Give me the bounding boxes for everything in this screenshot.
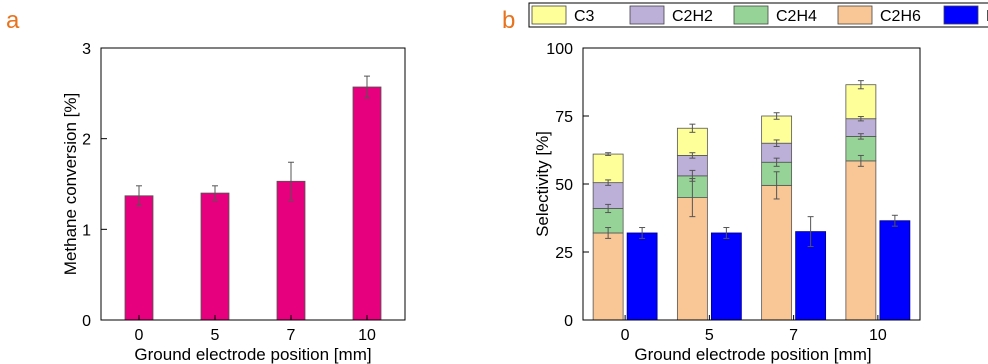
panel-a-y-tick-label: 3 (82, 41, 91, 58)
panel-a-x-tick-label: 7 (287, 327, 296, 344)
panel-a-y-axis-label: Methane conversion [%] (61, 93, 80, 275)
bar-H2-5 (710, 232, 742, 321)
conversion-bar-7 (276, 180, 306, 321)
legend-swatch-H2 (943, 5, 979, 25)
panel-a-x-tick-label: 10 (358, 327, 376, 344)
legend-swatch-C2H4 (733, 5, 769, 25)
legend-frame (528, 2, 988, 28)
segment-C2H6-5 (676, 197, 708, 321)
segment-C2H6-0 (592, 232, 624, 321)
panel-a-y-tick-label: 2 (82, 132, 91, 149)
legend-label-C2H6: C2H6 (880, 8, 921, 25)
panel-b-bars (592, 80, 911, 321)
panel-a-bars (124, 75, 382, 321)
panel-b-y-tick-label: 25 (555, 245, 573, 262)
segment-C2H6-10 (845, 160, 877, 321)
bar-H2-0 (626, 232, 658, 321)
conversion-bar-10 (352, 86, 382, 321)
panel-a-x-tick-label: 0 (135, 327, 144, 344)
panel-a-y-tick-label: 1 (82, 222, 91, 239)
panel-b-y-axis-label: Selectivity [%] (533, 131, 552, 237)
panel-b-x-tick-label: 7 (789, 327, 798, 344)
segment-C3-0 (592, 153, 624, 184)
panel-a-x-tick-label: 5 (211, 327, 220, 344)
panel-a: a 0 1 2 3 0 5 7 10 Ground electrode position [m… (6, 7, 406, 364)
panel-b-x-tick-label: 0 (621, 327, 630, 344)
legend-label-C2H2: C2H2 (672, 8, 713, 25)
legend-swatch-C3 (531, 5, 567, 25)
panel-b-y-tick-label: 100 (546, 41, 573, 58)
panel-b-x-axis-label: Ground electrode position [mm] (634, 345, 871, 364)
legend-label-C3: C3 (574, 8, 595, 25)
legend-swatch-C2H6 (837, 5, 873, 25)
bar-H2-10 (879, 220, 911, 321)
panel-b-y-tick-label: 0 (564, 313, 573, 330)
panel-b-y-tick-label: 50 (555, 177, 573, 194)
panel-b-x-tick-label: 10 (869, 327, 887, 344)
panel-a-axes: 0 1 2 3 0 5 7 10 (82, 41, 406, 344)
panel-b-y-tick-label: 75 (555, 109, 573, 126)
panel-b-legend: C3 C2H2 C2H4 C2H6 H2 (528, 2, 988, 28)
panel-b-x-tick-label: 5 (705, 327, 714, 344)
panel-label-b: b (502, 7, 515, 34)
segment-C3-7 (761, 115, 793, 144)
legend-label-H2: H2 (986, 8, 988, 25)
conversion-bar-5 (200, 192, 230, 321)
panel-a-x-axis-label: Ground electrode position [mm] (134, 345, 371, 364)
segment-C2H6-7 (761, 184, 793, 321)
segment-C3-10 (845, 84, 877, 120)
legend-label-C2H4: C2H4 (776, 8, 817, 25)
panel-b: b C3 C2H2 C2H4 C2H6 H2 0 25 50 75 100 0 5 7 10 Groun… (502, 2, 988, 364)
legend-swatch-C2H2 (629, 5, 665, 25)
panel-a-y-tick-label: 0 (82, 313, 91, 330)
panel-a-plot-frame (100, 47, 406, 321)
conversion-bar-0 (124, 195, 154, 321)
panel-label-a: a (6, 7, 20, 34)
panel-b-axes: 0 25 50 75 100 0 5 7 10 (546, 41, 921, 344)
